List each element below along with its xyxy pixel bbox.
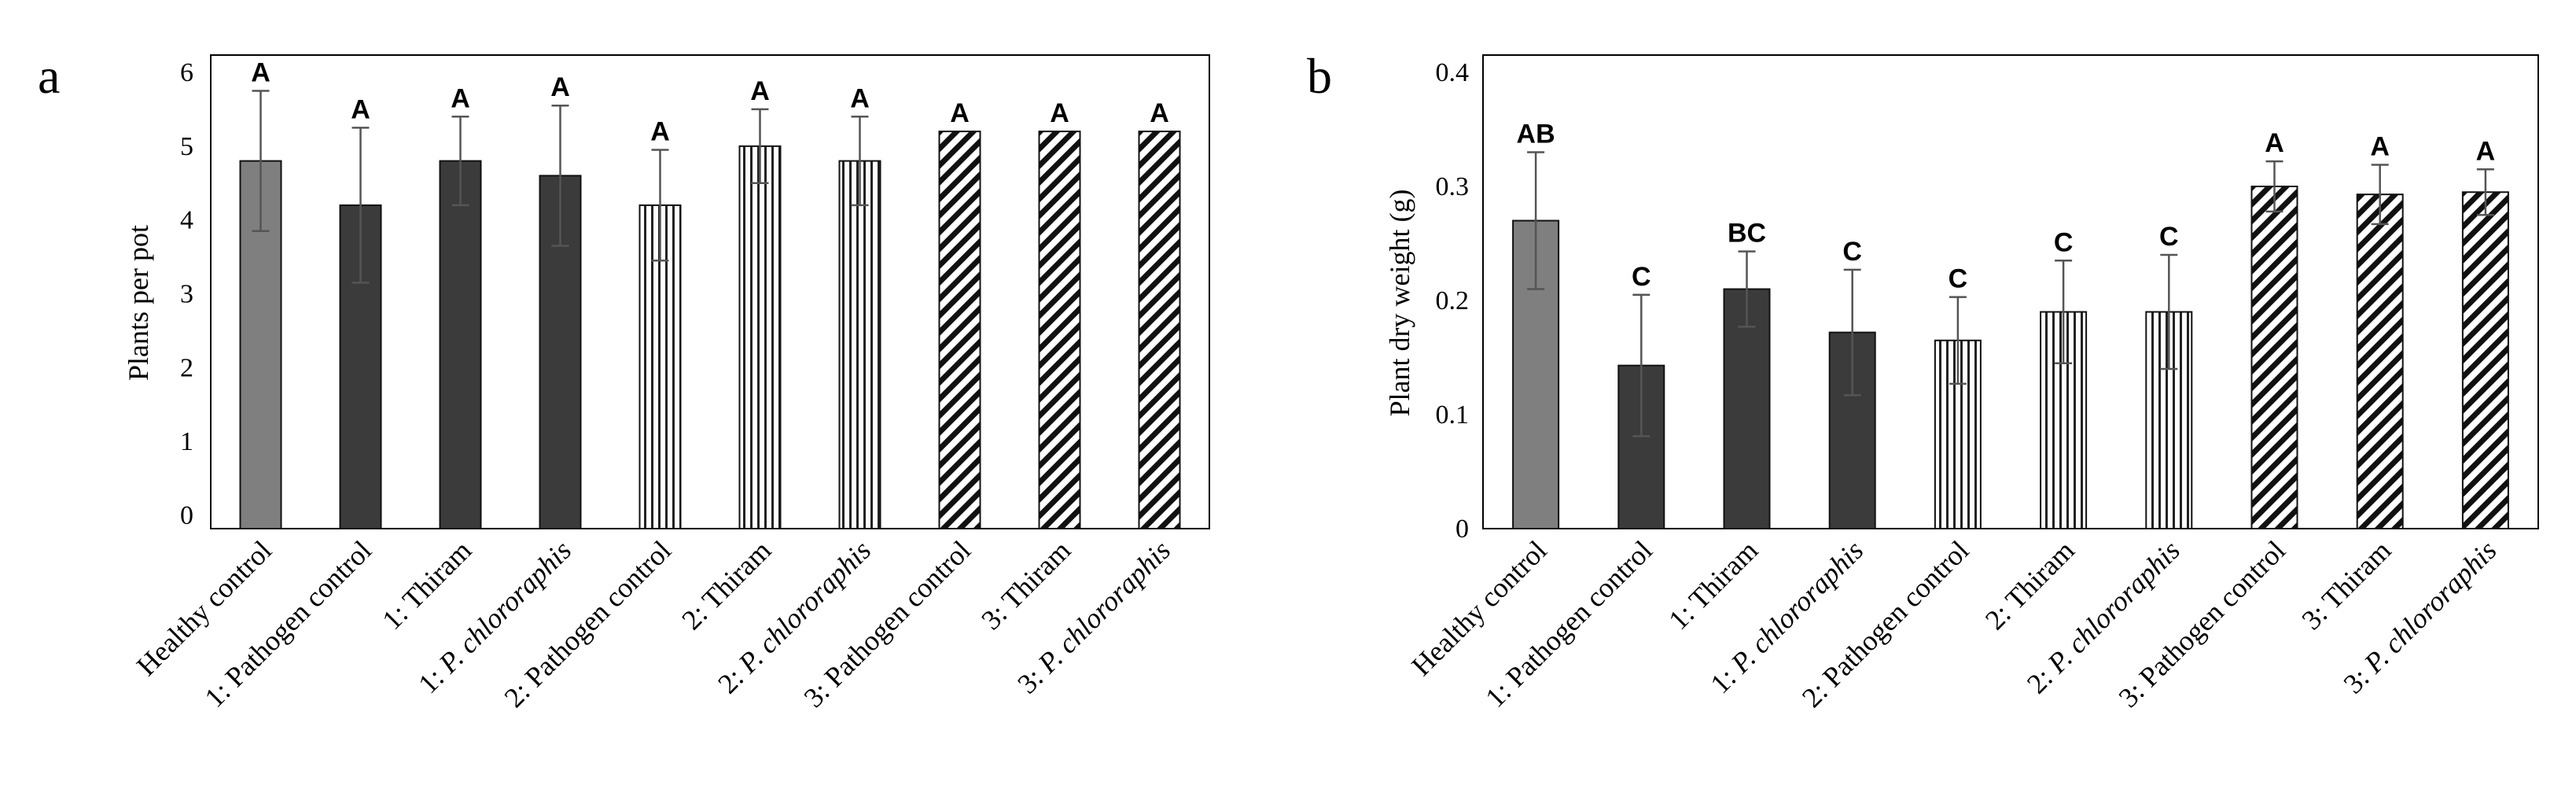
significance-letter: A — [2265, 128, 2284, 158]
significance-letter: A — [2476, 136, 2496, 166]
bar — [439, 160, 482, 529]
significance-letter: C — [1949, 264, 1968, 294]
bar — [938, 131, 981, 529]
panel-b-significance-letters: AB C BC C C C C A A A — [1517, 120, 2496, 294]
y-tick-label: 4 — [180, 206, 193, 235]
significance-letter: A — [950, 98, 970, 128]
y-tick-label: 3 — [180, 280, 193, 309]
error-bar — [2371, 164, 2389, 226]
y-tick-label: 0 — [180, 501, 193, 530]
bar — [738, 145, 782, 529]
panel-a-bars — [239, 131, 1181, 529]
y-tick-label: 0.3 — [1436, 172, 1470, 201]
bar — [838, 160, 881, 529]
x-tick-label: 2: Thiram — [675, 534, 777, 636]
x-tick-label: 1: Thiram — [376, 534, 477, 636]
y-tick-label: 2 — [180, 353, 193, 382]
bar — [1038, 131, 1081, 529]
x-tick-label: 2: Pathogen control — [498, 534, 677, 713]
x-tick-label: 2: Thiram — [1979, 534, 2081, 636]
significance-letter: A — [451, 83, 470, 113]
y-tick-label: 0 — [1455, 514, 1469, 544]
significance-letter: A — [750, 76, 770, 106]
error-bar — [2476, 168, 2494, 216]
x-tick-label: 3: Thiram — [2295, 534, 2397, 636]
error-bar — [351, 127, 370, 284]
panel-a-label: a — [38, 48, 60, 104]
error-bar — [1527, 151, 1545, 290]
error-bar — [751, 108, 769, 184]
panel-b-bars — [1512, 186, 2509, 529]
panel-b-chart: b Plant dry weight (g) 00.10.20.30.4 ABC… — [1307, 48, 2539, 713]
significance-letter: C — [1632, 262, 1651, 292]
error-bar — [2055, 260, 2073, 364]
y-tick-label: 6 — [180, 58, 193, 87]
x-tick-label: 3: Thiram — [975, 534, 1076, 636]
y-tick-label: 0.1 — [1436, 400, 1470, 430]
panel-a-error-bars — [252, 90, 869, 284]
significance-letter: A — [1050, 98, 1069, 128]
significance-letter: C — [2054, 227, 2074, 257]
significance-letter: A — [1150, 98, 1169, 128]
significance-letter: C — [2159, 222, 2179, 252]
significance-letter: A — [351, 94, 370, 124]
panel-b-y-ticks: 0 0.1 0.2 0.3 0.4 — [1436, 58, 1470, 544]
error-bar — [651, 149, 669, 262]
panel-b-y-axis-label: Plant dry weight (g) — [1384, 190, 1415, 417]
y-tick-label: 1 — [180, 427, 193, 456]
y-tick-label: 0.2 — [1436, 286, 1470, 315]
significance-letter: C — [1842, 237, 1862, 267]
significance-letter: A — [650, 117, 670, 147]
panel-b-label: b — [1307, 48, 1332, 104]
error-bar — [1738, 250, 1756, 328]
significance-letter: BC — [1728, 219, 1766, 249]
panel-a-chart: a Plants per pot 0 1 2 3 4 5 6 A A A A A A A A A A Heal… — [38, 48, 1210, 713]
x-tick-label: 3: Pathogen control — [797, 534, 977, 713]
x-tick-label: 1: Pathogen control — [198, 534, 377, 713]
panel-a-significance-letters: A A A A A A A A A A — [251, 57, 1169, 146]
significance-letter: A — [251, 57, 270, 87]
bar — [2250, 186, 2298, 529]
panel-a-y-axis-label: Plants per pot — [123, 225, 154, 381]
bar — [2356, 194, 2404, 529]
error-bar — [551, 104, 569, 247]
error-bar — [2160, 253, 2178, 371]
significance-letter: A — [550, 72, 570, 102]
panel-a-y-ticks: 0 1 2 3 4 5 6 — [180, 58, 193, 530]
x-tick-label: 1: Thiram — [1662, 534, 1764, 636]
error-bar — [252, 90, 270, 232]
error-bar — [1632, 293, 1650, 437]
bar — [2461, 191, 2509, 529]
panel-b-error-bars — [1527, 151, 2494, 437]
y-tick-label: 0.4 — [1436, 58, 1470, 87]
error-bar — [451, 116, 469, 207]
significance-letter: A — [850, 83, 870, 113]
panel-a-plot-area — [210, 54, 1210, 529]
error-bar — [1949, 296, 1967, 385]
panel-b-plot-area — [1482, 54, 2539, 529]
bar — [1138, 131, 1181, 529]
error-bar — [2265, 160, 2283, 213]
significance-letter: A — [2370, 131, 2390, 161]
error-bar — [851, 116, 869, 207]
significance-letter: AB — [1517, 120, 1555, 149]
y-tick-label: 5 — [180, 132, 193, 161]
error-bar — [1843, 268, 1861, 396]
